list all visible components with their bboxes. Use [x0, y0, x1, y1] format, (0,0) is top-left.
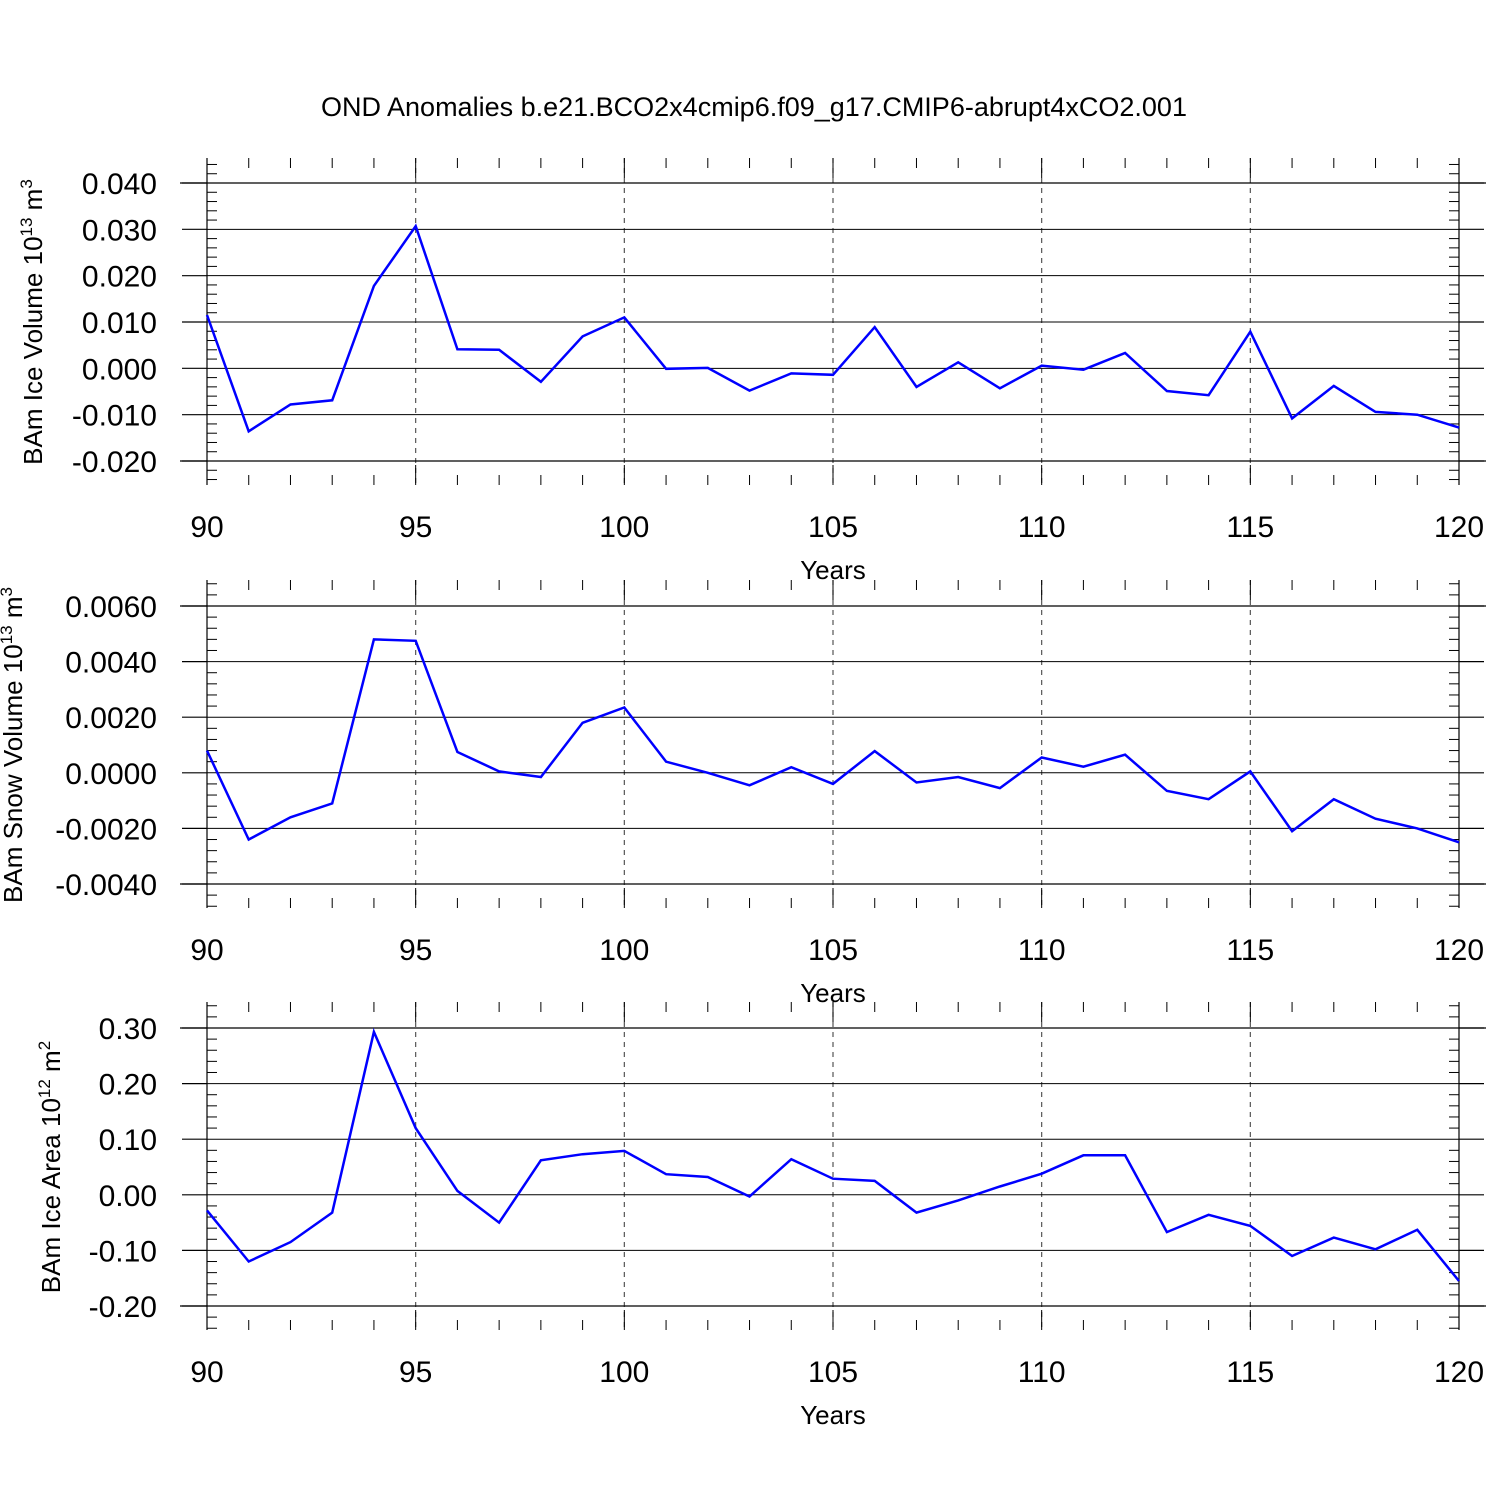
x-tick-label: 105 [808, 934, 858, 967]
y-tick-label: 0.040 [82, 168, 157, 201]
x-tick-label: 90 [190, 934, 223, 967]
y-tick-label: -0.010 [72, 400, 157, 433]
x-tick-label: 120 [1434, 511, 1484, 544]
x-tick-label: 115 [1226, 511, 1274, 544]
y-tick-label: 0.0000 [65, 758, 157, 791]
x-tick-label: 120 [1434, 934, 1484, 967]
x-tick-label: 105 [808, 511, 858, 544]
y-tick-label: 0.0040 [65, 647, 157, 680]
x-tick-label: 110 [1018, 511, 1066, 544]
y-tick-label: 0.010 [82, 307, 157, 340]
y-tick-label: 0.020 [82, 261, 157, 294]
x-tick-label: 110 [1018, 1356, 1066, 1389]
y-tick-label: -0.20 [89, 1291, 157, 1324]
x-tick-label: 90 [190, 1356, 223, 1389]
x-tick-label: 95 [399, 934, 432, 967]
y-tick-label: 0.030 [82, 214, 157, 247]
y-tick-label: 0.20 [99, 1069, 157, 1102]
y-tick-label: 0.30 [99, 1013, 157, 1046]
chart-panel-1: -0.020 -0.010 0.000 0.010 0.020 0.030 0.040 90 9… [17, 158, 1486, 585]
x-axis-label: Years [800, 1400, 866, 1430]
y-axis-label: BAm Ice Area 1012 m2 [35, 1041, 66, 1293]
y-axis-label: BAm Ice Volume 1013 m3 [17, 179, 48, 465]
x-tick-label: 105 [808, 1356, 858, 1389]
y-tick-label: 0.10 [99, 1124, 157, 1157]
y-tick-label: -0.020 [72, 446, 157, 479]
x-tick-label: 100 [599, 1356, 649, 1389]
x-tick-label: 115 [1226, 934, 1274, 967]
x-tick-label: 110 [1018, 934, 1066, 967]
series-line [206, 1027, 1460, 1282]
series-line [205, 638, 1460, 844]
x-tick-label: 100 [599, 511, 649, 544]
page-title: OND Anomalies b.e21.BCO2x4cmip6.f09_g17.… [321, 92, 1187, 122]
x-tick-label: 90 [190, 511, 223, 544]
series-line [205, 223, 1460, 434]
y-tick-label: 0.00 [99, 1180, 157, 1213]
chart-panel-3: -0.20 -0.10 0.00 0.10 0.20 0.30 90 95 100 105 110 1… [35, 1002, 1486, 1430]
y-tick-label: 0.0020 [65, 702, 157, 735]
y-axis-label: BAm Snow Volume 1013 m3 [0, 587, 28, 903]
x-tick-label: 100 [599, 934, 649, 967]
y-tick-label: 0.000 [82, 353, 157, 386]
x-tick-label: 120 [1434, 1356, 1484, 1389]
y-tick-label: -0.10 [89, 1235, 157, 1268]
x-tick-label: 115 [1226, 1356, 1274, 1389]
y-tick-label: 0.0060 [65, 591, 157, 624]
x-tick-label: 95 [399, 511, 432, 544]
x-tick-label: 95 [399, 1356, 432, 1389]
y-tick-label: -0.0040 [55, 869, 157, 902]
y-tick-label: -0.0020 [55, 813, 157, 846]
chart-panel-2: -0.0040 -0.0020 0.0000 0.0020 0.0040 0.0060 90… [0, 580, 1486, 1008]
